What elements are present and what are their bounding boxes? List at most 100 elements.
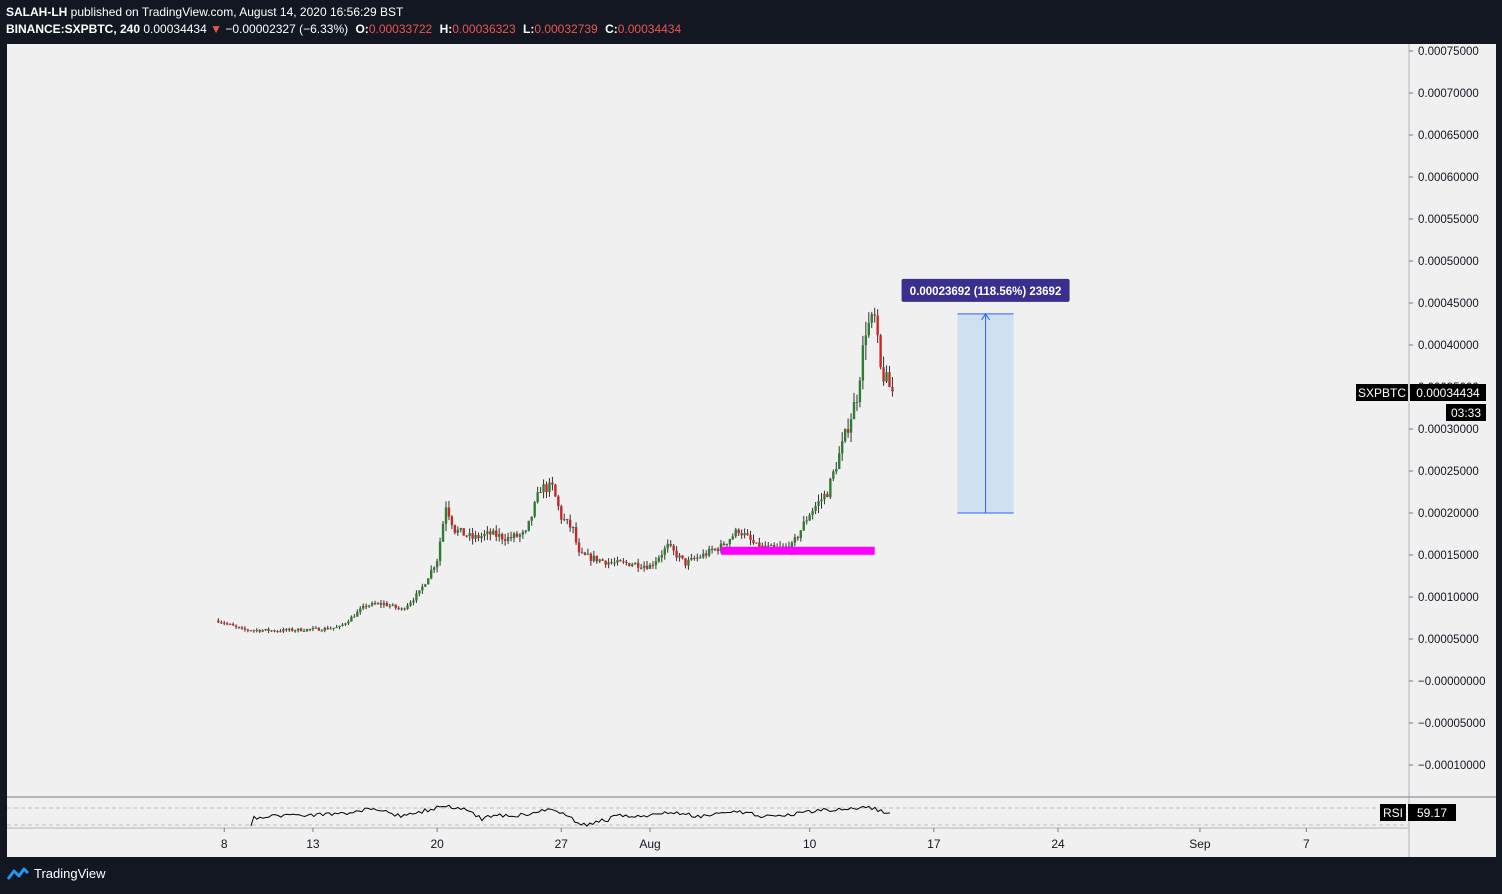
candle-down	[379, 603, 383, 605]
candle-up	[666, 544, 669, 549]
candle-up	[441, 523, 445, 542]
candle-up	[276, 631, 279, 633]
change-arrow-icon: ▼	[210, 22, 223, 36]
candle-up	[367, 605, 371, 607]
candle-up	[734, 529, 737, 537]
author-name[interactable]: SALAH-LH	[6, 5, 68, 19]
price-tick-label: 0.00005000	[1418, 634, 1479, 646]
tradingview-logo[interactable]: TradingView	[6, 866, 106, 881]
candle-down	[364, 605, 368, 607]
time-tick-label: 7	[1303, 837, 1310, 851]
time-axis[interactable]: 8 13 20 27 Aug 10 17 24 Sep 7	[221, 828, 1310, 851]
candle-down	[279, 631, 282, 633]
time-tick-label: Sep	[1189, 837, 1211, 851]
price-tick-label: 0.00045000	[1418, 298, 1479, 310]
candle-up	[755, 542, 758, 544]
high-label: H:	[439, 22, 453, 36]
candle-up	[852, 402, 856, 420]
candle-up	[586, 553, 590, 555]
candle-up	[344, 623, 347, 625]
price-tick-label: 0.00040000	[1418, 340, 1479, 352]
price-tick-label: −0.00005000	[1418, 718, 1485, 730]
candle-up	[376, 603, 380, 605]
candle-up	[838, 453, 841, 469]
candle-up	[412, 600, 415, 603]
candle-down	[722, 543, 726, 546]
candle-down	[453, 525, 457, 533]
candle-down	[385, 603, 389, 607]
price-range-measure[interactable]: 0.00023692 (118.56%) 23692	[901, 278, 1070, 514]
measure-label-bg	[901, 278, 1070, 302]
candle-down	[566, 519, 569, 521]
time-tick-label: 8	[221, 837, 228, 851]
time-tick-label: 17	[927, 837, 941, 851]
candle-up	[311, 627, 315, 630]
candle-up	[432, 567, 436, 570]
candle-down	[619, 560, 622, 562]
low-label: L:	[522, 22, 535, 36]
candle-down	[477, 534, 480, 539]
time-tick-label: 27	[555, 837, 569, 851]
candle-up	[468, 533, 471, 537]
measure-arrowhead-icon	[981, 313, 990, 321]
candle-up	[870, 314, 873, 323]
candle-up	[296, 628, 300, 631]
candle-down	[246, 629, 250, 631]
candle-up	[302, 631, 306, 633]
candle-up	[811, 510, 814, 515]
candle-up	[542, 484, 545, 493]
candle-up	[430, 569, 433, 579]
candle-down	[651, 564, 655, 566]
candle-up	[350, 616, 353, 622]
time-tick-label: 10	[803, 837, 817, 851]
candle-up	[320, 630, 324, 632]
candle-down	[243, 628, 247, 630]
candle-up	[409, 602, 412, 606]
candle-down	[639, 567, 643, 569]
candle-up	[616, 560, 619, 563]
price-change: −0.00002327 (−6.33%)	[225, 22, 349, 36]
candle-up	[456, 529, 460, 533]
candle-down	[223, 622, 226, 624]
candle-down	[704, 553, 708, 556]
candle-down	[373, 603, 377, 605]
candle-up	[347, 621, 350, 624]
last-price-badge-bg	[1410, 384, 1486, 401]
countdown-badge-bg	[1446, 404, 1486, 421]
price-tick-label: 0.00020000	[1418, 508, 1479, 520]
low-value: 0.00032739	[534, 22, 598, 36]
candle-down	[737, 529, 740, 534]
candle-down	[568, 519, 572, 528]
tradingview-cloud-icon	[6, 867, 30, 880]
candle-up	[323, 627, 326, 631]
publish-info: SALAH-LH published on TradingView.com, A…	[6, 5, 403, 19]
candle-up	[725, 543, 729, 546]
candle-up	[388, 605, 392, 607]
candle-up	[518, 534, 522, 537]
support-line[interactable]	[720, 546, 875, 555]
rsi-label: RSI	[1383, 806, 1403, 820]
candle-down	[669, 544, 672, 546]
candle-up	[835, 468, 838, 472]
price-tick-label: 0.00010000	[1418, 592, 1479, 604]
chart-background	[7, 44, 1496, 857]
candle-down	[772, 545, 776, 548]
candle-down	[285, 629, 288, 631]
price-axis[interactable]: 0.00075000 0.00070000 0.00065000 0.00060000…	[1409, 46, 1485, 772]
candle-up	[805, 520, 808, 522]
candle-down	[509, 537, 513, 539]
candle-up	[707, 548, 711, 556]
countdown-badge: 03:33	[1451, 406, 1481, 420]
candle-up	[607, 562, 610, 565]
candle-up	[849, 419, 853, 433]
candle-up	[548, 482, 551, 493]
candle-down	[258, 629, 261, 632]
candle-up	[657, 557, 661, 562]
candle-down	[495, 530, 498, 537]
symbol-interval: BINANCE:SXPBTC, 240	[6, 22, 141, 36]
candle-up	[843, 429, 847, 442]
price-badge: SXPBTC 0.00034434 03:33	[1356, 384, 1486, 421]
candle-up	[743, 533, 746, 536]
candle-up	[802, 521, 805, 531]
